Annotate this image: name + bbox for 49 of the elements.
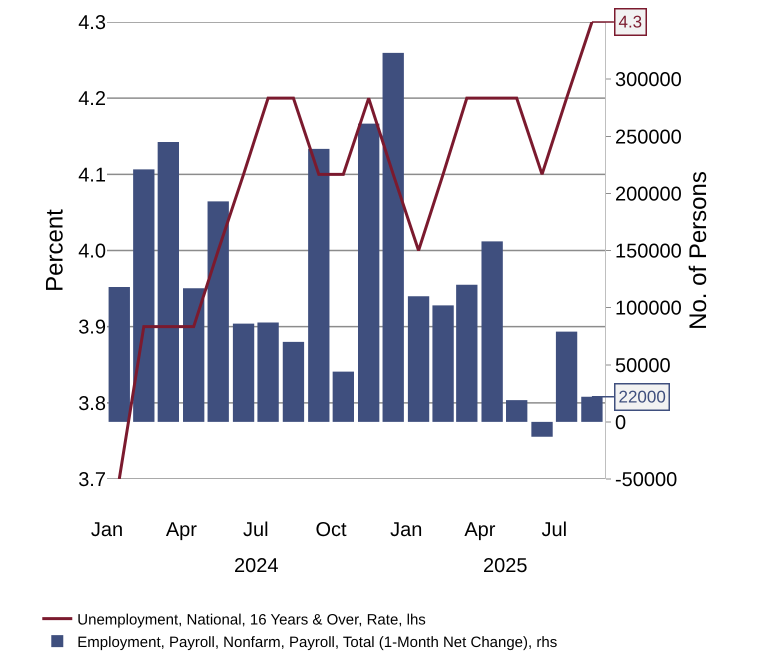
bar: [556, 332, 578, 422]
y2-tick-label: 300000: [615, 69, 682, 92]
bar: [358, 124, 380, 422]
bar: [183, 288, 204, 422]
y2-tick-label: -50000: [615, 469, 678, 491]
bar: [456, 284, 478, 422]
y2-tick-label: 250000: [615, 126, 682, 148]
legend-label: Unemployment, National, 16 Years & Over, Rate, lhs: [77, 611, 426, 628]
x-tick-label: Jan: [390, 519, 422, 541]
y-tick-label: 3.8: [78, 392, 106, 415]
bar: [158, 142, 179, 422]
legend-label: Employment, Payroll, Nonfarm, Payroll, Total (1-Month Net Change), rhs: [77, 634, 558, 651]
y2-axis-title: No. of Persons: [685, 171, 712, 330]
bar: [332, 372, 354, 422]
bar: [232, 324, 254, 422]
bar: [108, 287, 130, 422]
x-tick-label: Jan: [90, 519, 124, 541]
y2-tick-label: 150000: [615, 240, 682, 262]
y-tick-label: 3.7: [78, 469, 106, 491]
bar: [506, 400, 528, 422]
y-tick-label: 4.2: [78, 88, 106, 110]
x-tick-label: Apr: [464, 519, 496, 541]
bar: [282, 342, 304, 422]
bar: [408, 296, 430, 422]
text: 2024: [234, 555, 278, 577]
bar: [308, 148, 330, 422]
y-tick-label: 3.9: [78, 316, 106, 339]
x-tick-label: Oct: [315, 519, 348, 541]
bar: [208, 201, 229, 422]
y-tick-label: 4.0: [78, 240, 106, 262]
y2-tick-label: 0: [615, 412, 626, 434]
text: 2025: [483, 555, 528, 577]
x-tick-label: Jul: [542, 519, 568, 541]
y2-tick-label: 50000: [615, 354, 671, 377]
y-axis-title: Percent: [41, 208, 68, 292]
data-label: 4.3: [618, 12, 642, 32]
bar: [133, 169, 154, 422]
y2-tick-label: 100000: [615, 298, 682, 320]
y2-tick-label: 200000: [615, 183, 682, 206]
bar: [531, 422, 553, 437]
bar: [257, 322, 279, 422]
x-tick-label: Jul: [243, 519, 269, 541]
bar: [432, 305, 454, 422]
data-label: 22000: [618, 388, 666, 406]
y-tick-label: 4.3: [78, 12, 106, 34]
bar: [481, 241, 503, 422]
x-tick-label: Apr: [166, 519, 198, 541]
y-tick-label: 4.1: [78, 164, 106, 186]
bar: [382, 52, 404, 422]
